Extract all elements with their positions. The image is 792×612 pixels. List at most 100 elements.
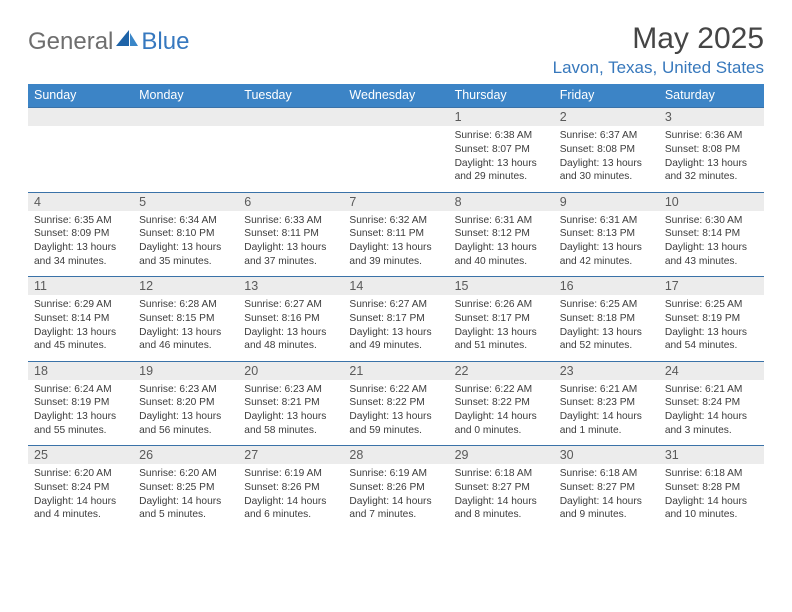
sunset-text: Sunset: 8:08 PM xyxy=(560,143,653,157)
daylight-text-1: Daylight: 13 hours xyxy=(34,241,127,255)
day-header-row: Sunday Monday Tuesday Wednesday Thursday… xyxy=(28,84,764,108)
sunrise-text: Sunrise: 6:31 AM xyxy=(455,214,548,228)
daylight-text-1: Daylight: 13 hours xyxy=(665,157,758,171)
title-block: May 2025 Lavon, Texas, United States xyxy=(553,22,764,78)
daylight-text-2: and 35 minutes. xyxy=(139,255,232,269)
day-cell: Sunrise: 6:38 AMSunset: 8:07 PMDaylight:… xyxy=(449,126,554,192)
day-number: 8 xyxy=(449,192,554,211)
day-cell: Sunrise: 6:24 AMSunset: 8:19 PMDaylight:… xyxy=(28,380,133,446)
sunset-text: Sunset: 8:10 PM xyxy=(139,227,232,241)
day-cell xyxy=(28,126,133,192)
logo-sail-icon xyxy=(116,30,138,46)
daylight-text-2: and 30 minutes. xyxy=(560,170,653,184)
day-number: 23 xyxy=(554,361,659,380)
sunrise-text: Sunrise: 6:21 AM xyxy=(665,383,758,397)
sunset-text: Sunset: 8:22 PM xyxy=(349,396,442,410)
sunrise-text: Sunrise: 6:23 AM xyxy=(139,383,232,397)
day-number: 25 xyxy=(28,446,133,465)
col-saturday: Saturday xyxy=(659,84,764,108)
daylight-text-2: and 56 minutes. xyxy=(139,424,232,438)
daylight-text-2: and 29 minutes. xyxy=(455,170,548,184)
sunrise-text: Sunrise: 6:18 AM xyxy=(455,467,548,481)
col-tuesday: Tuesday xyxy=(238,84,343,108)
col-sunday: Sunday xyxy=(28,84,133,108)
sunrise-text: Sunrise: 6:29 AM xyxy=(34,298,127,312)
daylight-text-1: Daylight: 14 hours xyxy=(34,495,127,509)
sunset-text: Sunset: 8:14 PM xyxy=(34,312,127,326)
day-cell: Sunrise: 6:18 AMSunset: 8:27 PMDaylight:… xyxy=(554,464,659,530)
day-number: 31 xyxy=(659,446,764,465)
sunset-text: Sunset: 8:20 PM xyxy=(139,396,232,410)
sunset-text: Sunset: 8:27 PM xyxy=(455,481,548,495)
sunrise-text: Sunrise: 6:20 AM xyxy=(34,467,127,481)
day-cell: Sunrise: 6:31 AMSunset: 8:12 PMDaylight:… xyxy=(449,211,554,277)
day-cell: Sunrise: 6:34 AMSunset: 8:10 PMDaylight:… xyxy=(133,211,238,277)
daylight-text-2: and 7 minutes. xyxy=(349,508,442,522)
sunset-text: Sunset: 8:18 PM xyxy=(560,312,653,326)
sunrise-text: Sunrise: 6:22 AM xyxy=(349,383,442,397)
logo-text-general: General xyxy=(28,28,113,56)
sunset-text: Sunset: 8:16 PM xyxy=(244,312,337,326)
day-cell: Sunrise: 6:20 AMSunset: 8:25 PMDaylight:… xyxy=(133,464,238,530)
day-cell: Sunrise: 6:30 AMSunset: 8:14 PMDaylight:… xyxy=(659,211,764,277)
sunset-text: Sunset: 8:23 PM xyxy=(560,396,653,410)
sunrise-text: Sunrise: 6:19 AM xyxy=(244,467,337,481)
day-number xyxy=(238,108,343,127)
daylight-text-2: and 40 minutes. xyxy=(455,255,548,269)
daylight-text-2: and 45 minutes. xyxy=(34,339,127,353)
daylight-text-1: Daylight: 13 hours xyxy=(455,157,548,171)
sunrise-text: Sunrise: 6:25 AM xyxy=(560,298,653,312)
daylight-text-1: Daylight: 14 hours xyxy=(560,410,653,424)
day-number: 9 xyxy=(554,192,659,211)
sunrise-text: Sunrise: 6:38 AM xyxy=(455,129,548,143)
header: General Blue May 2025 Lavon, Texas, Unit… xyxy=(28,22,764,78)
daylight-text-1: Daylight: 13 hours xyxy=(244,326,337,340)
day-number: 29 xyxy=(449,446,554,465)
month-title: May 2025 xyxy=(553,22,764,56)
day-cell: Sunrise: 6:25 AMSunset: 8:19 PMDaylight:… xyxy=(659,295,764,361)
daylight-text-1: Daylight: 13 hours xyxy=(139,241,232,255)
daylight-text-1: Daylight: 14 hours xyxy=(665,410,758,424)
daylight-text-1: Daylight: 13 hours xyxy=(349,410,442,424)
day-cell: Sunrise: 6:25 AMSunset: 8:18 PMDaylight:… xyxy=(554,295,659,361)
day-number: 16 xyxy=(554,277,659,296)
daylight-text-1: Daylight: 14 hours xyxy=(455,495,548,509)
sunset-text: Sunset: 8:28 PM xyxy=(665,481,758,495)
col-friday: Friday xyxy=(554,84,659,108)
content-row: Sunrise: 6:24 AMSunset: 8:19 PMDaylight:… xyxy=(28,380,764,446)
day-cell: Sunrise: 6:31 AMSunset: 8:13 PMDaylight:… xyxy=(554,211,659,277)
sunset-text: Sunset: 8:21 PM xyxy=(244,396,337,410)
sunset-text: Sunset: 8:09 PM xyxy=(34,227,127,241)
daylight-text-2: and 59 minutes. xyxy=(349,424,442,438)
day-cell: Sunrise: 6:19 AMSunset: 8:26 PMDaylight:… xyxy=(343,464,448,530)
sunrise-text: Sunrise: 6:20 AM xyxy=(139,467,232,481)
day-cell: Sunrise: 6:37 AMSunset: 8:08 PMDaylight:… xyxy=(554,126,659,192)
daylight-text-1: Daylight: 14 hours xyxy=(349,495,442,509)
content-row: Sunrise: 6:29 AMSunset: 8:14 PM Daylight:… xyxy=(28,295,764,361)
day-number: 5 xyxy=(133,192,238,211)
sunrise-text: Sunrise: 6:23 AM xyxy=(244,383,337,397)
daylight-text-1: Daylight: 13 hours xyxy=(139,326,232,340)
day-number: 2 xyxy=(554,108,659,127)
day-number: 11 xyxy=(28,277,133,296)
daylight-text-1: Daylight: 13 hours xyxy=(349,241,442,255)
daylight-text-2: and 37 minutes. xyxy=(244,255,337,269)
sunset-text: Sunset: 8:17 PM xyxy=(349,312,442,326)
daylight-text-2: and 58 minutes. xyxy=(244,424,337,438)
content-row: Sunrise: 6:35 AMSunset: 8:09 PMDaylight:… xyxy=(28,211,764,277)
daylight-text-2: and 1 minute. xyxy=(560,424,653,438)
day-cell xyxy=(343,126,448,192)
day-cell: Sunrise: 6:29 AMSunset: 8:14 PMDaylight:… xyxy=(28,295,133,361)
day-cell: Sunrise: 6:21 AMSunset: 8:24 PMDaylight:… xyxy=(659,380,764,446)
daynum-row: 123 xyxy=(28,108,764,127)
sunrise-text: Sunrise: 6:37 AM xyxy=(560,129,653,143)
day-number: 27 xyxy=(238,446,343,465)
sunset-text: Sunset: 8:24 PM xyxy=(665,396,758,410)
sunrise-text: Sunrise: 6:32 AM xyxy=(349,214,442,228)
day-number: 6 xyxy=(238,192,343,211)
col-monday: Monday xyxy=(133,84,238,108)
day-number: 26 xyxy=(133,446,238,465)
day-number: 1 xyxy=(449,108,554,127)
daynum-row: 25262728293031 xyxy=(28,446,764,465)
daylight-text-2: and 5 minutes. xyxy=(139,508,232,522)
